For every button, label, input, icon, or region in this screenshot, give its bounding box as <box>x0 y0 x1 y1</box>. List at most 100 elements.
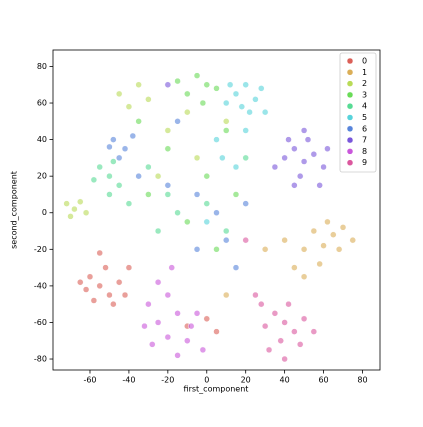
point <box>193 72 201 79</box>
point <box>164 145 172 152</box>
x-tick-label: -20 <box>161 376 174 385</box>
y-tick-label: -40 <box>34 281 47 290</box>
legend-marker <box>346 125 354 133</box>
legend-label: 4 <box>362 102 367 111</box>
point <box>261 322 269 330</box>
point <box>135 81 142 88</box>
point <box>184 218 191 226</box>
point <box>271 310 279 317</box>
x-tick-label: 20 <box>241 376 251 385</box>
point <box>277 337 284 344</box>
legend-label: 1 <box>362 68 367 77</box>
point <box>265 346 273 354</box>
point <box>232 163 240 171</box>
point <box>246 108 253 116</box>
x-tick-label: 60 <box>318 376 328 385</box>
point <box>310 328 318 335</box>
point <box>168 264 175 271</box>
point <box>232 191 240 198</box>
point <box>86 273 94 280</box>
point <box>203 218 211 226</box>
point <box>222 227 230 235</box>
legend-marker <box>346 148 354 155</box>
point <box>174 352 181 359</box>
point <box>242 127 249 134</box>
legend-label: 9 <box>362 158 367 167</box>
point <box>203 81 211 88</box>
point <box>213 209 220 216</box>
point <box>304 136 312 143</box>
point <box>232 90 240 98</box>
point <box>222 99 230 107</box>
point <box>96 163 103 171</box>
point <box>121 145 129 152</box>
point <box>154 319 162 326</box>
point <box>164 81 172 88</box>
point <box>310 227 318 235</box>
point <box>300 246 308 253</box>
y-tick-label: 60 <box>37 99 47 108</box>
point <box>281 154 288 162</box>
point <box>281 355 288 363</box>
x-tick-label: -60 <box>83 376 96 385</box>
point <box>242 200 249 207</box>
point <box>320 163 327 171</box>
point <box>77 278 84 286</box>
point <box>285 300 292 308</box>
y-tick-label: -60 <box>34 318 47 327</box>
legend-marker <box>346 57 354 65</box>
point <box>222 127 230 134</box>
point <box>164 191 172 198</box>
point <box>261 108 269 116</box>
point <box>184 337 191 344</box>
point <box>316 182 323 189</box>
point <box>199 99 207 107</box>
point <box>310 150 318 158</box>
point <box>115 90 123 98</box>
point <box>324 218 331 226</box>
point <box>324 145 331 152</box>
point <box>125 200 133 207</box>
point <box>330 231 337 238</box>
legend-marker <box>346 80 354 87</box>
point <box>242 236 249 244</box>
legend-marker <box>346 91 354 99</box>
point <box>213 136 220 143</box>
point <box>281 236 288 244</box>
point <box>320 242 327 249</box>
point <box>125 103 133 110</box>
point <box>121 291 129 299</box>
point <box>335 246 343 253</box>
point <box>145 96 152 103</box>
point <box>90 176 98 184</box>
point <box>135 172 142 180</box>
point <box>164 182 172 189</box>
x-tick-label: 0 <box>204 376 209 385</box>
point <box>226 81 234 88</box>
point <box>135 118 142 125</box>
x-tick-label: -40 <box>122 376 135 385</box>
y-tick-label: 80 <box>37 62 47 71</box>
point <box>125 264 133 271</box>
point <box>174 209 181 216</box>
point <box>203 172 211 180</box>
legend-marker <box>346 114 354 121</box>
point <box>193 310 201 317</box>
point <box>291 264 298 271</box>
point <box>349 236 356 244</box>
point <box>291 182 298 189</box>
point <box>106 291 113 299</box>
y-axis-label: second_component <box>10 171 19 249</box>
point <box>149 341 156 348</box>
legend-label: 5 <box>362 113 367 122</box>
point <box>222 291 230 299</box>
point <box>164 291 172 299</box>
point <box>242 81 249 88</box>
point <box>285 136 292 143</box>
point <box>300 315 308 323</box>
point <box>63 200 70 207</box>
point <box>90 297 98 304</box>
point <box>110 300 117 308</box>
point <box>164 333 172 341</box>
legend-marker <box>346 102 354 110</box>
